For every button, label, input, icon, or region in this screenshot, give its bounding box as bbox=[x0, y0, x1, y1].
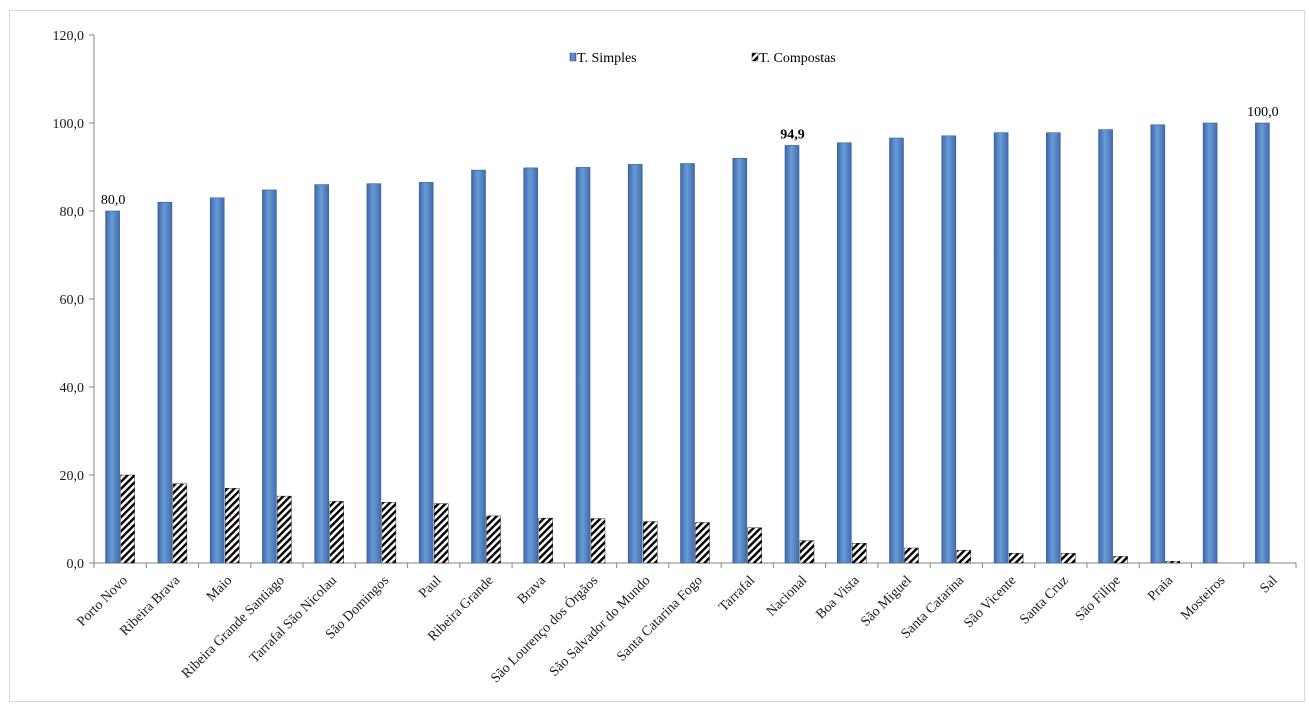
bar-t-compostas bbox=[329, 501, 344, 564]
bar-t-compostas bbox=[1008, 553, 1024, 564]
legend-label-t-compostas: T. Compostas bbox=[759, 51, 836, 66]
data-label: 80,0 bbox=[101, 193, 126, 208]
bar-t-simples bbox=[784, 145, 800, 564]
legend-swatch-t-simples bbox=[569, 52, 577, 62]
bar-t-simples bbox=[627, 164, 643, 564]
y-tick-label: 100,0 bbox=[53, 117, 85, 132]
y-tick-label: 80,0 bbox=[60, 205, 85, 220]
bar-t-simples bbox=[1046, 132, 1061, 564]
bar-t-simples bbox=[1255, 122, 1270, 564]
y-tick-label: 60,0 bbox=[60, 293, 85, 308]
legend: T. Simples T. Compostas bbox=[569, 51, 836, 66]
bar-t-simples bbox=[523, 167, 539, 564]
bar-t-simples bbox=[836, 142, 852, 564]
bar-t-simples bbox=[889, 137, 904, 564]
category-label: Tarrafal São Nicolau bbox=[247, 573, 340, 666]
bar-t-simples bbox=[471, 169, 486, 564]
bar-t-compostas bbox=[486, 515, 501, 564]
category-label: Brava bbox=[515, 573, 550, 608]
bar-t-simples bbox=[105, 210, 120, 564]
bar-t-compostas bbox=[904, 547, 919, 564]
bar-t-compostas bbox=[1061, 553, 1076, 564]
y-tick-label: 0,0 bbox=[67, 557, 85, 572]
bar-t-compostas bbox=[381, 502, 397, 564]
bar-t-compostas bbox=[172, 483, 188, 564]
category-label: São Salvador do Mundo bbox=[547, 573, 654, 680]
bar-t-compostas bbox=[590, 518, 606, 564]
bars bbox=[105, 122, 1270, 564]
category-label: São Vicente bbox=[961, 573, 1019, 631]
bar-t-compostas bbox=[799, 540, 815, 564]
data-label: 94,9 bbox=[780, 127, 805, 142]
legend-label-t-simples: T. Simples bbox=[577, 51, 637, 66]
bar-t-compostas bbox=[956, 550, 971, 564]
category-label: São Filipe bbox=[1073, 573, 1124, 624]
bar-t-simples bbox=[1098, 129, 1113, 564]
bar-t-compostas bbox=[747, 527, 762, 564]
category-label: Mosteiros bbox=[1178, 573, 1228, 623]
y-tick-label: 20,0 bbox=[60, 469, 85, 484]
category-label: Nacional bbox=[764, 573, 810, 619]
bar-t-simples bbox=[941, 135, 957, 564]
bar-t-simples bbox=[209, 197, 225, 564]
category-label: Santa Cruz bbox=[1017, 573, 1071, 627]
category-label: Maio bbox=[204, 573, 236, 605]
category-label: Praia bbox=[1145, 573, 1177, 605]
chart-frame bbox=[9, 10, 1305, 702]
bar-t-compostas bbox=[695, 522, 710, 564]
bar-t-simples bbox=[262, 189, 277, 564]
bar-t-compostas bbox=[1165, 561, 1181, 564]
bar-t-compostas bbox=[434, 503, 449, 564]
category-label: Porto Novo bbox=[74, 573, 131, 630]
bar-t-compostas bbox=[224, 488, 240, 564]
axes: 0,0 20,0 40,0 60,0 80,0 100,0 120,0 bbox=[53, 29, 1297, 572]
bar-t-compostas bbox=[852, 543, 867, 564]
bar-t-simples bbox=[993, 132, 1009, 564]
category-label: São Lourenço dos Órgãos bbox=[487, 572, 601, 686]
category-label: Paul bbox=[416, 573, 444, 601]
category-label: Tarrafal bbox=[716, 573, 758, 615]
bar-t-compostas bbox=[643, 521, 658, 564]
bar-t-compostas bbox=[120, 474, 135, 564]
bar-t-simples bbox=[366, 183, 382, 564]
y-tick-label: 120,0 bbox=[53, 29, 85, 44]
bar-t-simples bbox=[418, 182, 434, 564]
bar-t-simples bbox=[314, 184, 330, 564]
y-tick-label: 40,0 bbox=[60, 381, 85, 396]
legend-swatch-t-compostas bbox=[751, 52, 759, 62]
bar-t-simples bbox=[1202, 122, 1218, 564]
category-label: Boa Vista bbox=[813, 573, 863, 623]
bar-t-compostas bbox=[538, 517, 553, 564]
bar-t-compostas bbox=[1113, 556, 1128, 564]
bar-t-simples bbox=[680, 163, 695, 564]
bar-t-simples bbox=[1150, 124, 1166, 564]
category-label: São Miguel bbox=[858, 573, 915, 630]
category-label: Sal bbox=[1257, 573, 1280, 596]
bar-t-compostas bbox=[277, 495, 292, 564]
bar-t-simples bbox=[732, 157, 748, 564]
bar-t-simples bbox=[575, 167, 591, 564]
bar-t-simples bbox=[157, 201, 173, 564]
data-label: 100,0 bbox=[1247, 105, 1279, 120]
category-label: Ribeira Grande Santiago bbox=[179, 573, 287, 681]
